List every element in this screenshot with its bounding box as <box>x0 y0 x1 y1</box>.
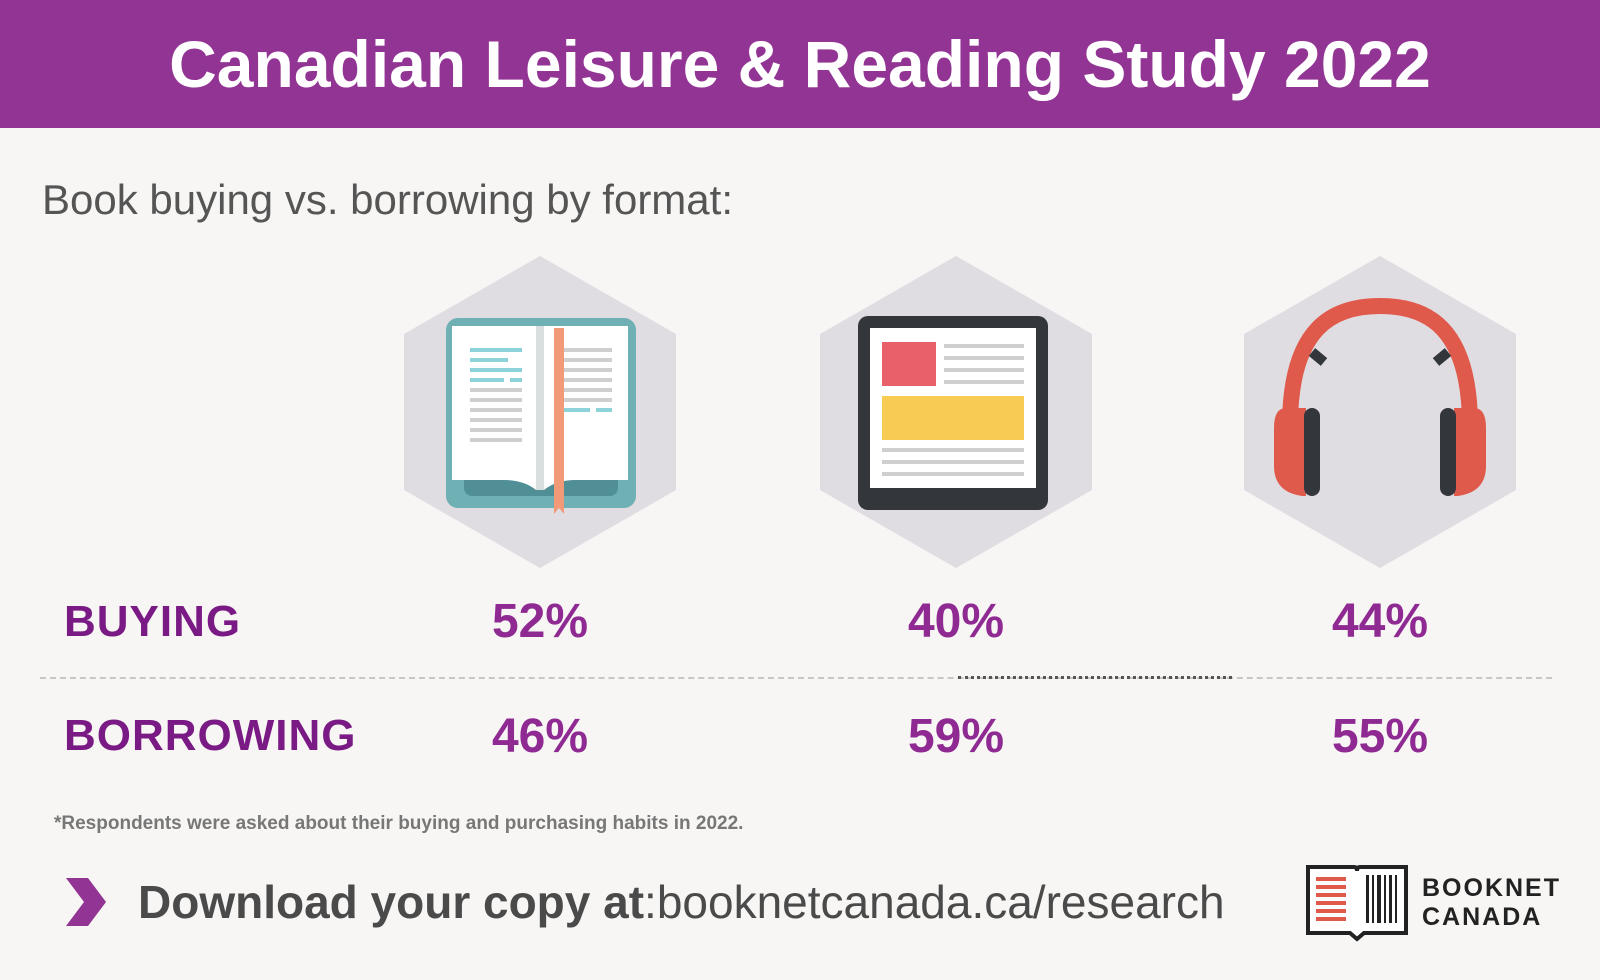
page-title: Canadian Leisure & Reading Study 2022 <box>169 27 1431 101</box>
tablet-icon <box>820 256 1092 568</box>
buying-label: BUYING <box>64 597 242 646</box>
ebook-borrowing-value: 59% <box>907 710 1005 763</box>
audiobook-tile <box>1244 256 1516 568</box>
barcode-book-icon <box>1306 865 1408 942</box>
borrowing-label: BORROWING <box>64 711 357 760</box>
audiobook-buying-value: 44% <box>1331 595 1429 648</box>
download-line: Download your copy at: booknetcanada.ca/… <box>66 872 1225 932</box>
print-borrowing-value: 46% <box>491 710 589 763</box>
audiobook-borrowing-value: 55% <box>1331 710 1429 763</box>
booknet-logo: BOOKNET CANADA <box>1304 862 1574 944</box>
ebook-tile <box>820 256 1092 568</box>
print-buying-value: 52% <box>491 595 589 648</box>
download-lead: Download your copy at <box>138 876 645 928</box>
logo-line-1: BOOKNET <box>1422 874 1561 902</box>
open-book-icon <box>404 256 676 568</box>
section-subtitle: Book buying vs. borrowing by format: <box>42 176 733 223</box>
download-url-link[interactable]: booknetcanada.ca/research <box>656 876 1225 928</box>
logo-wordmark: BOOKNET CANADA <box>1422 874 1561 932</box>
logo-line-2: CANADA <box>1422 903 1543 931</box>
download-separator: : <box>644 876 657 928</box>
headphones-icon <box>1244 256 1516 568</box>
row-divider-accent <box>958 676 1232 679</box>
ebook-buying-value: 40% <box>907 595 1005 648</box>
print-book-tile <box>404 256 676 568</box>
chevron-right-icon <box>66 878 106 926</box>
footnote: *Respondents were asked about their buyi… <box>54 813 744 834</box>
row-divider <box>40 677 1552 679</box>
header-banner: Canadian Leisure & Reading Study 2022 <box>0 0 1600 128</box>
